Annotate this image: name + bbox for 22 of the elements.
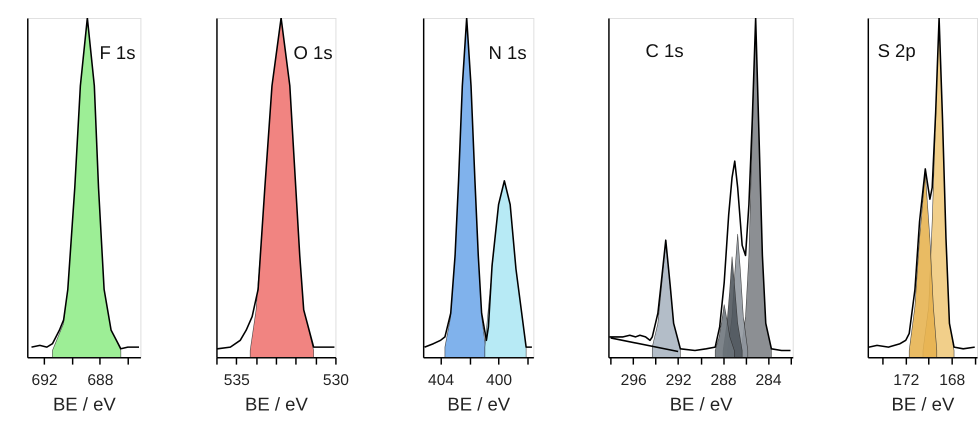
x-tick-label: 404 (428, 372, 454, 390)
x-tick-label: 530 (322, 372, 350, 390)
x-tick-label: 168 (939, 372, 966, 390)
x-axis-title: BE / eV (245, 393, 308, 414)
x-axis-title: BE / eV (447, 393, 511, 414)
x-tick-label: 688 (87, 372, 114, 390)
x-axis-title: BE / eV (670, 393, 734, 414)
x-tick-label: 296 (620, 372, 647, 390)
x-tick-label: 400 (486, 372, 512, 390)
x-tick-label: 284 (755, 372, 782, 390)
x-axis-title: BE / eV (52, 393, 116, 414)
text: C 1s (646, 40, 684, 61)
x-tick-label: 172 (893, 372, 920, 390)
x-tick-label: 535 (224, 372, 250, 390)
x-tick-label: 292 (666, 372, 692, 390)
x-tick-label: 692 (32, 372, 58, 390)
text: O 1s (293, 42, 333, 63)
text: N 1s (488, 42, 527, 63)
x-tick-label: 288 (710, 372, 737, 390)
text: S 2p (878, 40, 916, 61)
x-axis-title: BE / eV (892, 393, 955, 414)
text: F 1s (99, 42, 136, 63)
